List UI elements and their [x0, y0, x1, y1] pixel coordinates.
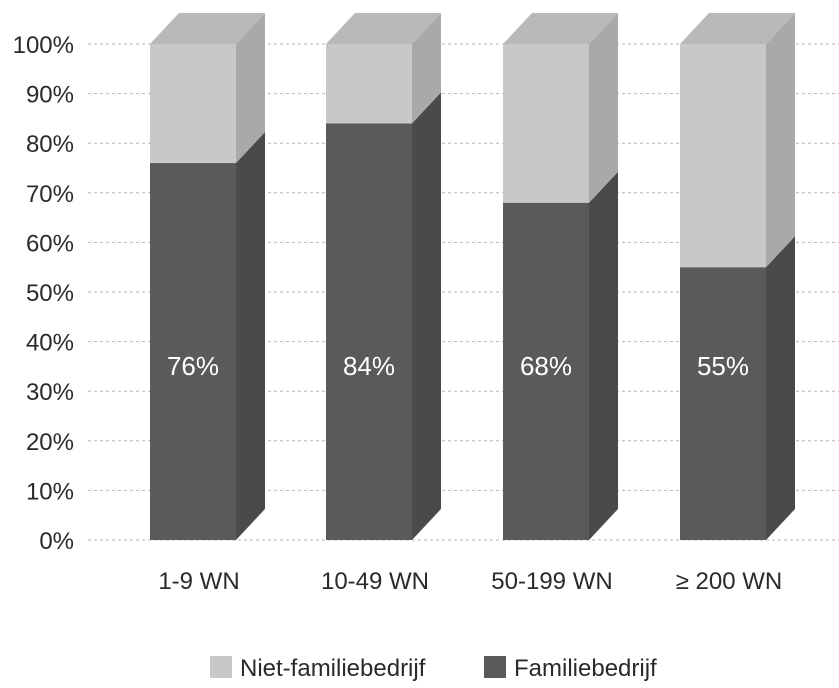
- y-tick-label: 90%: [26, 82, 74, 109]
- legend-swatch: [210, 656, 232, 678]
- bar-side-familiebedrijf: [589, 171, 618, 540]
- bar-group: 76%: [150, 13, 265, 541]
- y-tick-label: 40%: [26, 330, 74, 357]
- bar-top: [326, 13, 441, 44]
- data-label: 68%: [520, 351, 572, 381]
- data-label: 55%: [697, 351, 749, 381]
- legend-label: Niet-familiebedrijf: [240, 655, 426, 682]
- bar-top: [680, 13, 795, 44]
- bar-group: 68%: [503, 13, 618, 540]
- bar-niet-familiebedrijf: [326, 44, 412, 124]
- y-tick-label: 70%: [26, 181, 74, 208]
- legend: Niet-familiebedrijf Familiebedrijf: [210, 655, 657, 682]
- bar-top: [503, 13, 618, 44]
- bar-side-familiebedrijf: [236, 132, 265, 541]
- bar-familiebedrijf: [150, 163, 236, 541]
- bar-side-familiebedrijf: [412, 92, 441, 541]
- bar-side-niet-familiebedrijf: [766, 13, 795, 268]
- x-category-label: 10-49 WN: [321, 568, 429, 595]
- bar-niet-familiebedrijf: [680, 44, 766, 268]
- bar-niet-familiebedrijf: [503, 44, 589, 203]
- x-axis-category-labels: 1-9 WN 10-49 WN 50-199 WN ≥ 200 WN: [158, 568, 782, 595]
- bar-familiebedrijf: [680, 267, 766, 540]
- bar-top: [150, 13, 265, 44]
- y-tick-label: 50%: [26, 280, 74, 307]
- data-label: 76%: [167, 351, 219, 381]
- x-category-label: ≥ 200 WN: [676, 568, 783, 595]
- bar-familiebedrijf: [503, 202, 589, 540]
- y-tick-label: 60%: [26, 230, 74, 257]
- bar-side-niet-familiebedrijf: [412, 13, 441, 124]
- bars: 76% 84% 68% 55%: [150, 13, 795, 541]
- bar-familiebedrijf: [326, 123, 412, 541]
- bar-side-niet-familiebedrijf: [589, 13, 618, 203]
- bar-side-niet-familiebedrijf: [236, 13, 265, 164]
- y-tick-label: 30%: [26, 379, 74, 406]
- y-tick-label: 80%: [26, 131, 74, 158]
- legend-label: Familiebedrijf: [514, 655, 657, 682]
- y-tick-label: 10%: [26, 478, 74, 505]
- y-tick-label: 20%: [26, 429, 74, 456]
- y-tick-label: 100%: [13, 32, 74, 59]
- data-label: 84%: [343, 351, 395, 381]
- bar-side-familiebedrijf: [766, 236, 795, 540]
- x-category-label: 1-9 WN: [158, 568, 239, 595]
- y-tick-label: 0%: [39, 528, 74, 555]
- bar-group: 55%: [680, 13, 795, 540]
- y-axis-tick-labels: 0% 10% 20% 30% 40% 50% 60% 70% 80% 90% 100%: [13, 32, 74, 555]
- legend-swatch: [484, 656, 506, 678]
- bar-niet-familiebedrijf: [150, 44, 236, 164]
- x-category-label: 50-199 WN: [491, 568, 612, 595]
- bar-group: 84%: [326, 13, 441, 541]
